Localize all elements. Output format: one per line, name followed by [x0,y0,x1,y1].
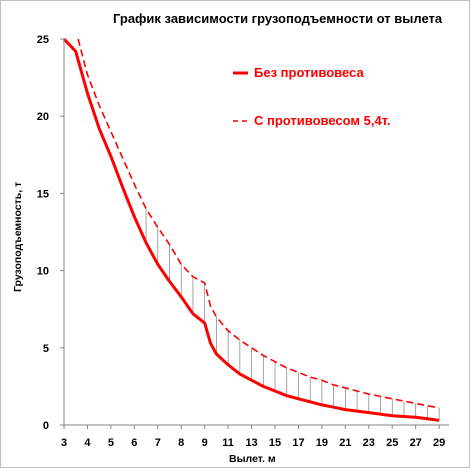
y-tick-label: 5 [43,343,49,355]
x-tick-label: 27 [410,437,422,449]
hatch-layer [145,208,440,421]
x-tick-label: 4 [84,437,91,449]
x-tick-label: 3 [61,437,67,449]
x-tick-label: 29 [433,437,445,449]
x-tick-label: 15 [269,437,281,449]
legend-label-with-counterweight: С противовесом 5,4т. [254,113,391,128]
series-line-with-counterweight [77,38,440,409]
x-ticks: 3 4 5 6 7 8 9 11 13 15 17 19 21 23 25 27 29 [61,425,445,449]
y-ticks: 0 5 10 15 20 25 [37,34,64,432]
x-tick-label: 6 [131,437,137,449]
x-tick-label: 7 [155,437,161,449]
chart-title: График зависимости грузоподъемности от в… [113,11,443,26]
x-tick-label: 17 [292,437,304,449]
y-axis-title: Грузоподъемность, т [12,182,24,292]
x-tick-label: 8 [178,437,184,449]
legend: Без противовеса С противовесом 5,4т. [233,65,391,128]
x-tick-label: 23 [363,437,375,449]
x-axis-title: Вылет. м [229,453,276,465]
x-tick-label: 11 [222,437,234,449]
y-tick-label: 15 [37,188,49,200]
y-tick-label: 25 [37,34,49,46]
legend-label-no-counterweight: Без противовеса [254,65,364,80]
x-tick-label: 9 [202,437,208,449]
y-tick-label: 0 [43,420,49,432]
series-layer [62,37,440,422]
y-tick-label: 10 [37,266,49,278]
x-tick-label: 19 [316,437,328,449]
x-tick-label: 25 [386,437,398,449]
y-tick-label: 20 [37,111,49,123]
x-tick-label: 5 [108,437,114,449]
series-line-no-counterweight [62,37,440,422]
x-tick-label: 21 [339,437,351,449]
x-tick-label: 13 [245,437,257,449]
